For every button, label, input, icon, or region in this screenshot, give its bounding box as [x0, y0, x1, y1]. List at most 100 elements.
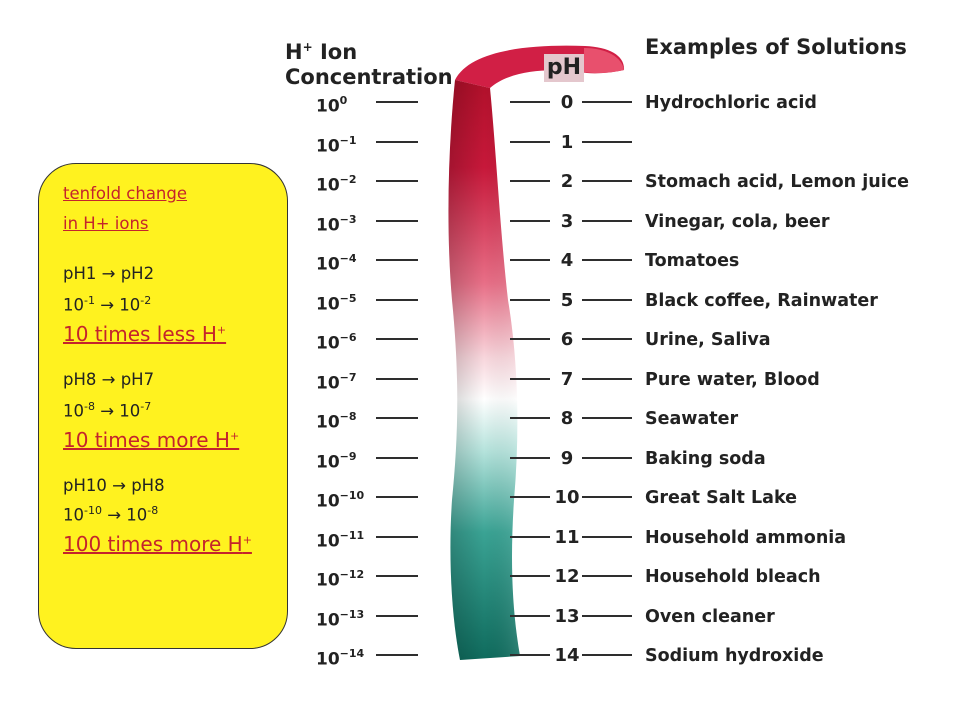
info-example2-ph: pH8 → pH7 [63, 370, 155, 389]
concentration-label: 10−13 [316, 608, 365, 631]
ph-right-tick [582, 378, 632, 380]
ph-right-tick [582, 338, 632, 340]
concentration-label: 10−2 [316, 173, 357, 196]
concentration-tick [376, 220, 418, 222]
ph-left-tick [510, 338, 550, 340]
examples-header: Examples of Solutions [645, 35, 907, 59]
info-example1-ph: pH1 → pH2 [63, 264, 155, 283]
ph-left-tick [510, 615, 550, 617]
tenfold-info-box: tenfold change in H+ ions pH1 → pH2 10-1… [38, 163, 288, 649]
info-title-line2: in H+ ions [63, 214, 149, 233]
ph-right-tick [582, 496, 632, 498]
example-solution: Household bleach [645, 567, 821, 587]
example-solution: Baking soda [645, 449, 766, 469]
ph-value: 11 [554, 527, 580, 548]
example-solution: Sodium hydroxide [645, 646, 824, 666]
concentration-label: 10−7 [316, 371, 357, 394]
info-example2-result: 10 times more H+ [63, 428, 240, 452]
ph-left-tick [510, 101, 550, 103]
ph-right-tick [582, 575, 632, 577]
example-solution: Seawater [645, 409, 739, 429]
concentration-tick [376, 378, 418, 380]
ph-right-tick [582, 457, 632, 459]
concentration-tick [376, 259, 418, 261]
example-solution: Great Salt Lake [645, 488, 797, 508]
concentration-label: 100 [316, 94, 348, 117]
ph-value: 14 [554, 645, 580, 666]
concentration-label: 10−8 [316, 410, 357, 433]
ph-value: 12 [554, 566, 580, 587]
info-example1-conc: 10-1 → 10-2 [63, 294, 152, 315]
ph-value: 0 [560, 92, 574, 113]
concentration-label: 10−6 [316, 331, 357, 354]
ph-left-tick [510, 378, 550, 380]
ph-value: 2 [560, 171, 574, 192]
concentration-tick [376, 496, 418, 498]
ph-left-tick [510, 575, 550, 577]
ph-right-tick [582, 654, 632, 656]
ph-value: 9 [560, 448, 574, 469]
concentration-tick [376, 141, 418, 143]
ph-right-tick [582, 180, 632, 182]
info-example3-ph: pH10 → pH8 [63, 476, 165, 495]
concentration-label: 10−3 [316, 213, 357, 236]
ph-left-tick [510, 180, 550, 182]
concentration-header: H+ Ion Concentration [285, 40, 453, 89]
concentration-tick [376, 101, 418, 103]
ph-left-tick [510, 457, 550, 459]
ph-value: 1 [560, 132, 574, 153]
example-solution: Hydrochloric acid [645, 93, 817, 113]
example-solution: Vinegar, cola, beer [645, 212, 830, 232]
ph-left-tick [510, 417, 550, 419]
concentration-label: 10−11 [316, 529, 365, 552]
ph-right-tick [582, 536, 632, 538]
ph-right-tick [582, 299, 632, 301]
concentration-label: 10−1 [316, 134, 357, 157]
ph-value: 5 [560, 290, 574, 311]
ph-right-tick [582, 101, 632, 103]
ph-left-tick [510, 141, 550, 143]
concentration-tick [376, 299, 418, 301]
ph-left-tick [510, 536, 550, 538]
concentration-label: 10−12 [316, 568, 365, 591]
concentration-tick [376, 457, 418, 459]
concentration-tick [376, 417, 418, 419]
example-solution: Urine, Saliva [645, 330, 771, 350]
ph-right-tick [582, 259, 632, 261]
info-example3-result: 100 times more H+ [63, 532, 252, 556]
ph-right-tick [582, 417, 632, 419]
ph-value: 4 [560, 250, 574, 271]
ph-right-tick [582, 141, 632, 143]
example-solution: Stomach acid, Lemon juice [645, 172, 909, 192]
concentration-label: 10−5 [316, 292, 357, 315]
concentration-label: 10−4 [316, 252, 357, 275]
ph-left-tick [510, 220, 550, 222]
ph-value: 3 [560, 211, 574, 232]
ph-right-tick [582, 220, 632, 222]
ph-value: 13 [554, 606, 580, 627]
concentration-label: 10−14 [316, 647, 365, 670]
info-example2-conc: 10-8 → 10-7 [63, 400, 152, 421]
concentration-tick [376, 338, 418, 340]
concentration-label: 10−9 [316, 450, 357, 473]
concentration-tick [376, 615, 418, 617]
concentration-label: 10−10 [316, 489, 365, 512]
info-title-line1: tenfold change [63, 184, 188, 203]
concentration-tick [376, 654, 418, 656]
example-solution: Oven cleaner [645, 607, 775, 627]
ph-value: 6 [560, 329, 574, 350]
example-solution: Tomatoes [645, 251, 740, 271]
example-solution: Black coffee, Rainwater [645, 291, 878, 311]
info-example1-result: 10 times less H+ [63, 322, 227, 346]
ph-value: 7 [560, 369, 574, 390]
example-solution: Household ammonia [645, 528, 847, 548]
concentration-tick [376, 575, 418, 577]
ph-value: 8 [560, 408, 574, 429]
concentration-tick [376, 536, 418, 538]
ph-value: 10 [554, 487, 580, 508]
concentration-tick [376, 180, 418, 182]
ph-left-tick [510, 259, 550, 261]
info-example3-conc: 10-10 → 10-8 [63, 504, 159, 525]
example-solution: Pure water, Blood [645, 370, 820, 390]
ph-left-tick [510, 496, 550, 498]
